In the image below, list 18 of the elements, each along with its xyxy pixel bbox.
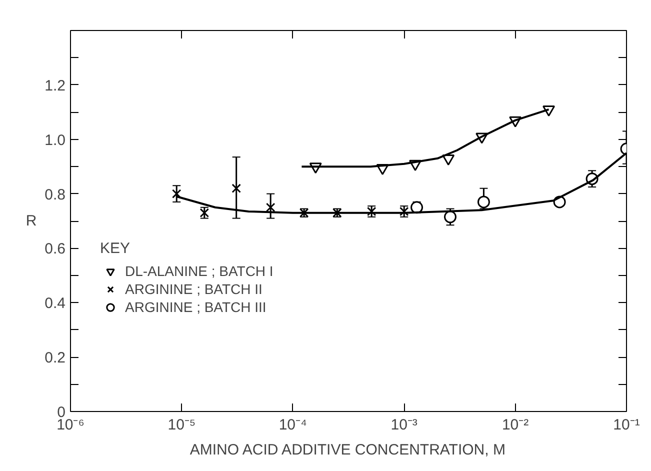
x-tick-label: 10⁻⁶ (56, 416, 84, 434)
y-tick-label: 0.4 (44, 295, 66, 312)
x-tick-label: 10⁻⁵ (168, 416, 196, 434)
legend-label: ARGININE ; BATCH III (125, 298, 266, 316)
y-tick-label: 1.0 (44, 132, 66, 149)
y-tick-label: 0.2 (44, 350, 66, 367)
x-tick-label: 10⁻⁴ (278, 416, 307, 434)
y-tick-label: 0.6 (44, 240, 66, 258)
legend-title: KEY (100, 240, 132, 257)
x-tick-label: 10⁻² (502, 416, 529, 434)
y-tick-label: 1.2 (44, 77, 66, 94)
x-axis-title: AMINO ACID ADDITIVE CONCENTRATION, M (190, 442, 506, 458)
y-axis-title: R (26, 212, 37, 230)
legend-label: ARGININE ; BATCH II (125, 280, 262, 298)
legend-label: DL-ALANINE ; BATCH I (125, 262, 274, 280)
x-tick-label: 10⁻¹ (613, 416, 640, 434)
y-tick-label: 0.8 (44, 186, 66, 204)
x-tick-label: 10⁻³ (390, 416, 418, 434)
